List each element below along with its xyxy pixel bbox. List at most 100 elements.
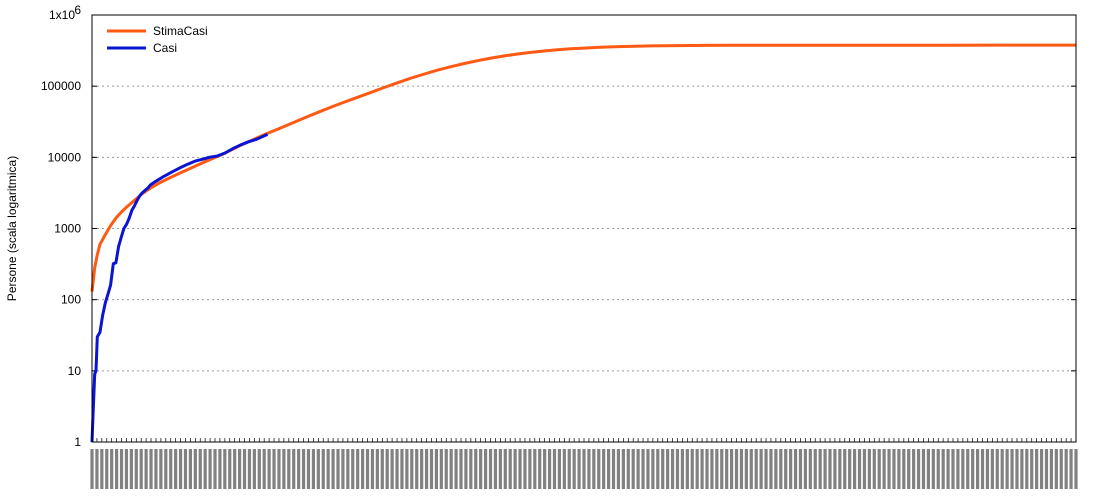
x-tick-label bbox=[228, 449, 232, 489]
x-tick-label bbox=[990, 449, 994, 489]
x-tick-label bbox=[331, 449, 335, 489]
x-tick-label bbox=[867, 449, 871, 489]
x-tick-label bbox=[602, 449, 606, 489]
x-tick-label bbox=[252, 449, 256, 489]
x-tick-label bbox=[346, 449, 350, 489]
x-tick-label bbox=[931, 449, 935, 489]
x-tick-label bbox=[734, 449, 739, 489]
x-tick-label bbox=[208, 449, 212, 489]
legend-label-casi: Casi bbox=[153, 41, 177, 55]
x-tick-label bbox=[454, 449, 458, 489]
x-tick-label bbox=[1025, 449, 1029, 489]
x-tick-label bbox=[272, 449, 276, 489]
x-tick-label bbox=[690, 449, 694, 489]
x-tick-label bbox=[439, 449, 443, 489]
x-tick-label bbox=[853, 449, 857, 489]
x-tick-label bbox=[498, 449, 502, 489]
x-tick-label bbox=[326, 449, 330, 489]
x-tick-label bbox=[1030, 449, 1034, 489]
x-tick-label bbox=[646, 449, 650, 489]
x-tick-label bbox=[808, 449, 812, 489]
y-axis-ticks: 1 10 100 1000 10000 100000 1x10 6 bbox=[41, 3, 1076, 449]
x-tick-label bbox=[1054, 449, 1058, 489]
x-tick-label bbox=[149, 449, 153, 489]
x-tick-label bbox=[897, 449, 901, 489]
x-tick-label bbox=[316, 449, 320, 489]
x-tick-label bbox=[513, 449, 517, 489]
y-tick-label: 1x10 bbox=[49, 8, 75, 22]
x-tick-label bbox=[459, 449, 463, 489]
x-tick-label bbox=[533, 449, 537, 489]
x-tick-label bbox=[557, 449, 561, 489]
x-tick-label bbox=[174, 449, 178, 489]
x-tick-label bbox=[415, 449, 419, 489]
x-tick-label bbox=[390, 449, 394, 489]
x-tick-label bbox=[843, 449, 847, 489]
plot-frame bbox=[91, 14, 1077, 443]
x-tick-label bbox=[154, 449, 158, 489]
x-tick-label bbox=[341, 449, 345, 489]
x-tick-label bbox=[110, 449, 114, 489]
x-tick-label bbox=[105, 449, 109, 489]
x-tick-label bbox=[188, 449, 192, 489]
x-tick-label bbox=[744, 449, 748, 489]
x-tick-label bbox=[282, 449, 286, 489]
x-tick-label bbox=[247, 449, 252, 489]
x-tick-label bbox=[474, 449, 478, 489]
x-tick-label bbox=[233, 449, 237, 489]
x-tick-label bbox=[818, 449, 822, 489]
x-tick-label bbox=[100, 449, 104, 489]
x-tick-label bbox=[543, 449, 547, 489]
series-line-casi bbox=[90, 133, 269, 443]
x-tick-label bbox=[572, 449, 576, 489]
x-tick-label bbox=[803, 449, 807, 489]
x-tick-label bbox=[720, 449, 724, 489]
x-tick-label bbox=[429, 449, 434, 489]
x-tick-label bbox=[1000, 449, 1004, 489]
x-tick-label bbox=[336, 449, 340, 489]
x-tick-label bbox=[749, 449, 753, 489]
x-tick-label bbox=[567, 449, 571, 489]
x-tick-label bbox=[115, 449, 119, 489]
x-tick-label bbox=[1044, 449, 1049, 489]
x-tick-label bbox=[833, 449, 837, 489]
x-tick-label bbox=[1015, 449, 1019, 489]
x-tick-label bbox=[410, 449, 414, 489]
x-tick-label bbox=[616, 449, 621, 489]
x-tick-label bbox=[774, 449, 778, 489]
x-tick-label bbox=[1035, 449, 1039, 489]
x-tick-label bbox=[848, 449, 852, 489]
x-tick-label bbox=[877, 449, 881, 489]
x-tick-label bbox=[405, 449, 409, 489]
x-tick-label bbox=[198, 449, 202, 489]
x-tick-label bbox=[823, 449, 827, 489]
x-tick-label bbox=[577, 449, 581, 489]
x-tick-label bbox=[976, 449, 980, 489]
x-tick-label bbox=[793, 449, 798, 489]
x-tick-label bbox=[725, 449, 729, 489]
x-tick-label bbox=[449, 449, 453, 489]
y-tick-label: 1 bbox=[74, 435, 81, 449]
x-tick-label bbox=[902, 449, 906, 489]
x-tick-label bbox=[1069, 449, 1073, 489]
x-tick-label bbox=[798, 449, 803, 489]
y-axis-label: Persone (scala logaritmica) bbox=[5, 156, 19, 301]
x-tick-label bbox=[597, 449, 601, 489]
x-tick-label bbox=[641, 449, 645, 489]
x-tick-label bbox=[321, 449, 325, 489]
x-tick-label bbox=[159, 449, 163, 489]
x-tick-label bbox=[262, 449, 266, 489]
x-tick-label bbox=[444, 449, 448, 489]
y-tick-exponent: 6 bbox=[74, 3, 81, 17]
x-tick-label bbox=[789, 449, 793, 489]
x-tick-label bbox=[838, 449, 842, 489]
x-tick-label bbox=[1064, 449, 1068, 489]
legend: StimaCasi Casi bbox=[107, 24, 208, 55]
x-tick-label bbox=[1039, 449, 1044, 489]
x-tick-label bbox=[666, 449, 670, 489]
x-tick-label bbox=[730, 449, 734, 489]
grid-lines bbox=[92, 85, 1076, 372]
x-tick-label bbox=[508, 449, 512, 489]
